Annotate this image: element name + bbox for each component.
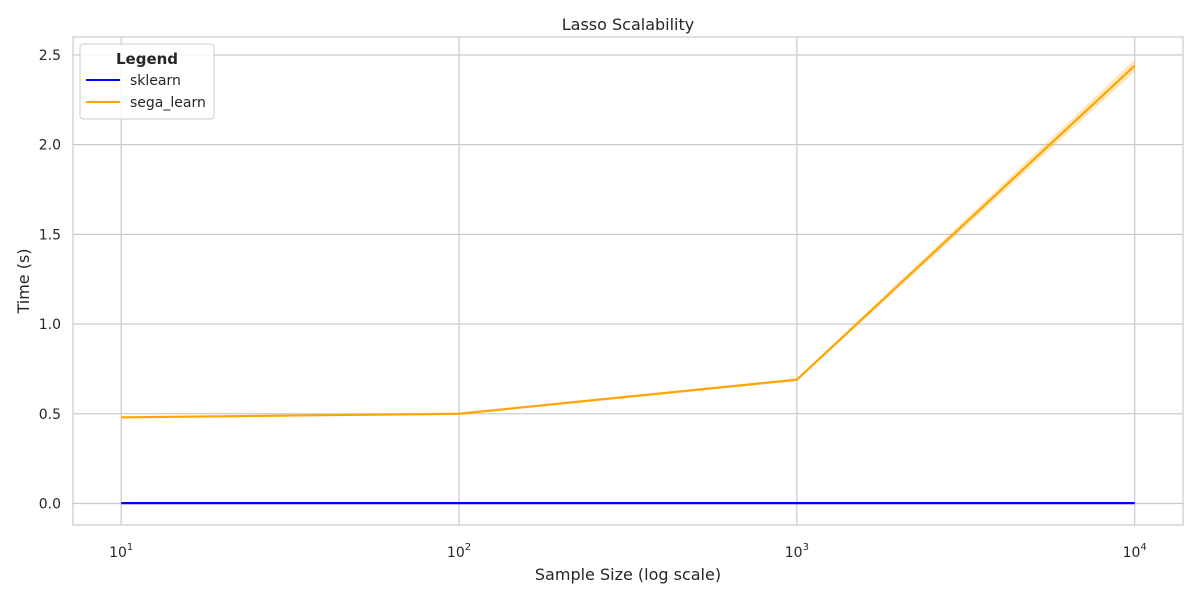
x-tick-label: 101	[109, 542, 133, 561]
y-axis-ticks: 0.0 0.5 1.0 1.5 2.0 2.5	[39, 48, 61, 513]
y-tick-label: 1.0	[39, 317, 61, 333]
legend-box	[79, 43, 215, 120]
legend-title: Legend	[116, 50, 178, 68]
y-tick-label: 2.5	[39, 48, 61, 64]
series-line-sega-learn	[121, 64, 1136, 419]
x-tick-label: 103	[785, 542, 809, 561]
y-tick-label: 0.5	[39, 407, 61, 423]
y-tick-label: 1.5	[39, 227, 61, 243]
plot-frame	[72, 36, 1184, 526]
legend: Legend sklearn sega_learn	[79, 43, 215, 120]
x-tick-label: 104	[1123, 542, 1147, 561]
x-axis-ticks: 101 102 103 104	[109, 542, 1147, 561]
y-tick-label: 0.0	[39, 496, 61, 512]
grid	[73, 37, 1183, 525]
x-tick-label: 102	[447, 542, 471, 561]
y-axis-title: Time (s)	[14, 248, 33, 314]
x-axis-title: Sample Size (log scale)	[535, 565, 721, 584]
series-lines	[121, 64, 1136, 505]
plot-background	[73, 37, 1183, 525]
y-tick-label: 2.0	[39, 138, 61, 154]
chart-title: Lasso Scalability	[562, 15, 695, 34]
legend-label-sklearn: sklearn	[130, 73, 181, 89]
legend-label-sega-learn: sega_learn	[130, 95, 206, 111]
